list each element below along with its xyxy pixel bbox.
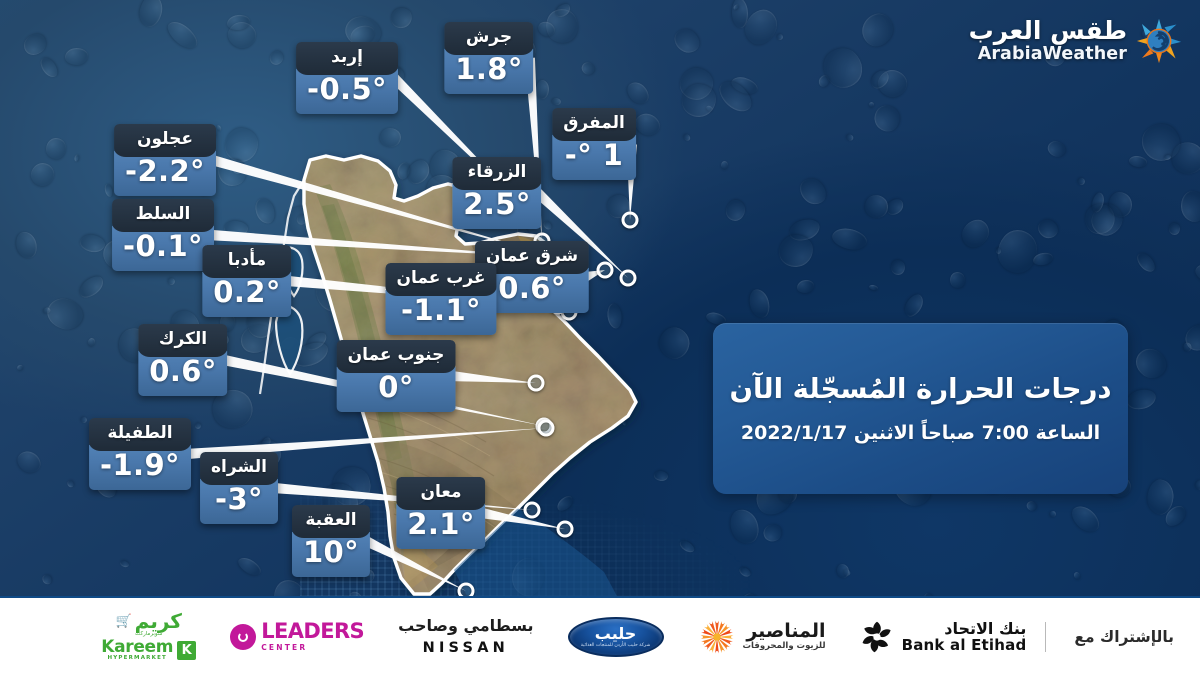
station-label[interactable]: إربد 0.5°- — [296, 42, 398, 114]
haleeb-tagline: شركة حليب الأردن للمنتجات الغذائية — [580, 642, 651, 648]
kareem-subtext: HYPERMARKET — [107, 655, 167, 662]
bustami-name-ar: بسطامي وصاحب — [398, 615, 534, 635]
shopping-cart-icon: 🛒 — [115, 613, 132, 629]
station-label[interactable]: عجلون 2.2°- — [114, 124, 216, 196]
location-dot-icon — [523, 501, 541, 519]
station-city: غرب عمان — [385, 263, 497, 296]
station-label[interactable]: جنوب عمان 0° — [336, 340, 456, 412]
station-city: جنوب عمان — [336, 340, 456, 373]
station-temp: 0.5°- — [296, 69, 398, 114]
haleeb-name-ar: حليب — [594, 623, 637, 643]
station-temp: 2.1° — [396, 504, 486, 549]
station-city: معان — [396, 477, 486, 510]
brand-text: طقس العرب ArabiaWeather — [969, 18, 1127, 64]
station-city: الكرك — [138, 324, 228, 357]
etihad-name-en: Bank al Etihad — [901, 636, 1027, 655]
sponsor-leaders-center[interactable]: LEADERS CENTER — [213, 608, 381, 666]
station-city: العقبة — [291, 505, 371, 538]
sunburst-icon — [700, 620, 733, 653]
kareem-wordmark: Kareem — [101, 636, 174, 657]
etihad-name-ar: بنك الاتحاد — [944, 618, 1027, 638]
location-dot-icon — [556, 520, 574, 538]
location-dot-icon — [527, 374, 545, 392]
station-temp: 2.5° — [452, 184, 542, 229]
station-label[interactable]: معان 2.1° — [396, 477, 486, 549]
info-panel: درجات الحرارة المُسجّلة الآن الساعة 7:00… — [713, 323, 1128, 494]
station-city: جرش — [444, 22, 534, 55]
kareem-k-badge: K — [177, 640, 197, 660]
power-icon — [230, 623, 257, 650]
info-panel-title: درجات الحرارة المُسجّلة الآن — [729, 373, 1112, 405]
brand-name-en: ArabiaWeather — [977, 44, 1127, 65]
station-label[interactable]: المفرق 1 °- — [552, 108, 636, 180]
footer-lead-text: بالإشتراك مع — [1074, 627, 1174, 646]
station-city: عجلون — [114, 124, 216, 157]
station-label[interactable]: الزرقاء 2.5° — [452, 157, 542, 229]
location-dot-icon — [621, 211, 639, 229]
sponsor-bustami-nissan[interactable]: بسطامي وصاحب NISSAN — [381, 608, 550, 666]
station-city: السلط — [112, 199, 214, 232]
station-city: الشراه — [200, 452, 278, 485]
station-temp: 3°- — [200, 479, 278, 524]
station-label[interactable]: مأدبا 0.2° — [202, 245, 292, 317]
rosette-icon — [862, 621, 891, 652]
station-label[interactable]: جرش 1.8° — [444, 22, 534, 94]
station-label[interactable]: السلط 0.1°- — [112, 199, 214, 271]
station-city: مأدبا — [202, 245, 292, 278]
sponsor-bank-al-etihad[interactable]: بنك الاتحاد Bank al Etihad — [843, 608, 1044, 666]
brand-name-ar: طقس العرب — [968, 16, 1127, 46]
brand-logo: طقس العرب ArabiaWeather — [969, 18, 1182, 64]
nissan-wordmark: NISSAN — [422, 639, 509, 656]
leaders-subtext: CENTER — [261, 643, 308, 653]
manaseer-name-ar: المناصير — [746, 620, 826, 643]
location-dot-icon — [596, 261, 614, 279]
station-temp: 1.8° — [444, 49, 534, 94]
station-city: المفرق — [552, 108, 636, 141]
station-temp: 0° — [336, 367, 456, 412]
footer-divider — [1045, 621, 1047, 652]
station-temp: 0.2° — [202, 272, 292, 317]
station-temp: 0.1°- — [112, 226, 214, 271]
sponsor-manaseer[interactable]: المناصير للزيوت والمحروقات — [681, 608, 843, 666]
kareem-name-ar: كريم — [134, 608, 182, 633]
sponsor-footer: بالإشتراك مع بنك الاتحاد Bank al Etihad — [0, 596, 1200, 675]
station-label[interactable]: الطفيلة 1.9°- — [89, 418, 191, 490]
station-temp: 10° — [291, 532, 371, 577]
leaders-wordmark: LEADERS — [261, 619, 365, 644]
station-label[interactable]: العقبة 10° — [291, 505, 371, 577]
sponsor-kareem-hypermarket[interactable]: 🛒 كريم سوبرماركت Kareem HYPERMARKET K — [84, 608, 213, 666]
kareem-subtext-ar: سوبرماركت — [135, 630, 163, 637]
sun-spiral-icon — [1136, 18, 1182, 64]
station-temp: 1.9°- — [89, 445, 191, 490]
station-label[interactable]: الكرك 0.6° — [138, 324, 228, 396]
manaseer-tagline: للزيوت والمحروقات — [742, 641, 826, 652]
location-dot-icon — [619, 269, 637, 287]
info-panel-subtitle: الساعة 7:00 صباحاً الاثنين 2022/1/17 — [740, 422, 1101, 444]
station-city: إربد — [296, 42, 398, 75]
station-temp: 0.6° — [138, 351, 228, 396]
station-temp: 1.1°- — [385, 290, 497, 335]
station-label[interactable]: الشراه 3°- — [200, 452, 278, 524]
station-city: الطفيلة — [89, 418, 191, 451]
station-temp: 2.2°- — [114, 151, 216, 196]
station-city: الزرقاء — [452, 157, 542, 190]
location-dot-icon — [537, 419, 555, 437]
sponsor-haleeb[interactable]: حليب شركة حليب الأردن للمنتجات الغذائية — [551, 608, 681, 666]
station-label[interactable]: غرب عمان 1.1°- — [385, 263, 497, 335]
station-temp: 1 °- — [552, 135, 636, 180]
